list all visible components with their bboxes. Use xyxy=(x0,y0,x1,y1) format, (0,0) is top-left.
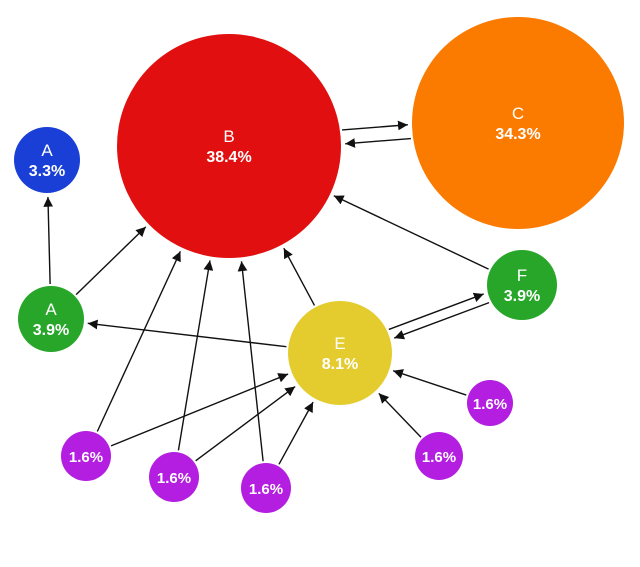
node-p1: 1.6% xyxy=(61,431,111,481)
edge-f-to-e xyxy=(393,301,490,340)
node-value: 3.3% xyxy=(29,163,65,180)
node-circle xyxy=(288,301,392,405)
node-a_top: A 3.3% xyxy=(14,127,80,193)
node-value: 1.6% xyxy=(249,481,283,498)
node-b: B 38.4% xyxy=(117,34,341,258)
node-value: 1.6% xyxy=(157,470,191,487)
edge-f-to-b xyxy=(333,195,489,270)
node-p4: 1.6% xyxy=(467,380,513,426)
node-label: C xyxy=(512,104,524,123)
node-c: C 34.3% xyxy=(412,17,624,229)
node-circle xyxy=(149,452,199,502)
edge-p3-to-b xyxy=(237,261,264,462)
node-a_mid: A 3.9% xyxy=(18,286,84,352)
node-e: E 8.1% xyxy=(288,301,392,405)
node-value: 1.6% xyxy=(422,449,456,466)
node-circle xyxy=(241,463,291,513)
edges xyxy=(43,120,490,465)
edge-p4-to-e xyxy=(392,369,467,396)
edge-e-to-b xyxy=(283,247,316,306)
node-circle xyxy=(61,431,111,481)
node-label: A xyxy=(45,300,57,319)
node-circle xyxy=(487,250,557,320)
edge-e-to-a_mid xyxy=(87,319,287,348)
node-p5: 1.6% xyxy=(415,432,463,480)
edge-c-to-b xyxy=(345,137,411,148)
node-circle xyxy=(415,432,463,480)
edge-a_mid-to-b xyxy=(75,226,147,296)
node-circle xyxy=(18,286,84,352)
nodes: A 3.3% B 38.4% C 34.3% A 3.9% F 3.9% E 8.1% 1.6% 1.6%… xyxy=(14,17,624,513)
edge-p2-to-b xyxy=(177,260,214,451)
edge-b-to-c xyxy=(342,120,408,131)
node-p3: 1.6% xyxy=(241,463,291,513)
node-value: 3.9% xyxy=(504,288,540,305)
node-f: F 3.9% xyxy=(487,250,557,320)
node-circle xyxy=(467,380,513,426)
edge-p1-to-e xyxy=(110,373,289,447)
node-value: 34.3% xyxy=(495,126,540,143)
node-value: 8.1% xyxy=(322,356,358,373)
node-label: E xyxy=(334,334,345,353)
edge-p5-to-e xyxy=(378,392,422,438)
edge-a_mid-to-a_top xyxy=(43,196,54,285)
node-value: 1.6% xyxy=(69,449,103,466)
node-label: B xyxy=(223,127,234,146)
node-label: F xyxy=(517,266,527,285)
node-circle xyxy=(117,34,341,258)
node-value: 38.4% xyxy=(206,149,251,166)
edge-p1-to-b xyxy=(96,251,182,432)
node-label: A xyxy=(41,141,53,160)
edge-e-to-f xyxy=(388,292,484,331)
node-circle xyxy=(412,17,624,229)
edge-p2-to-e xyxy=(195,385,296,462)
edge-p3-to-e xyxy=(278,401,314,465)
node-value: 3.9% xyxy=(33,322,69,339)
node-circle xyxy=(14,127,80,193)
node-value: 1.6% xyxy=(473,396,507,413)
node-p2: 1.6% xyxy=(149,452,199,502)
